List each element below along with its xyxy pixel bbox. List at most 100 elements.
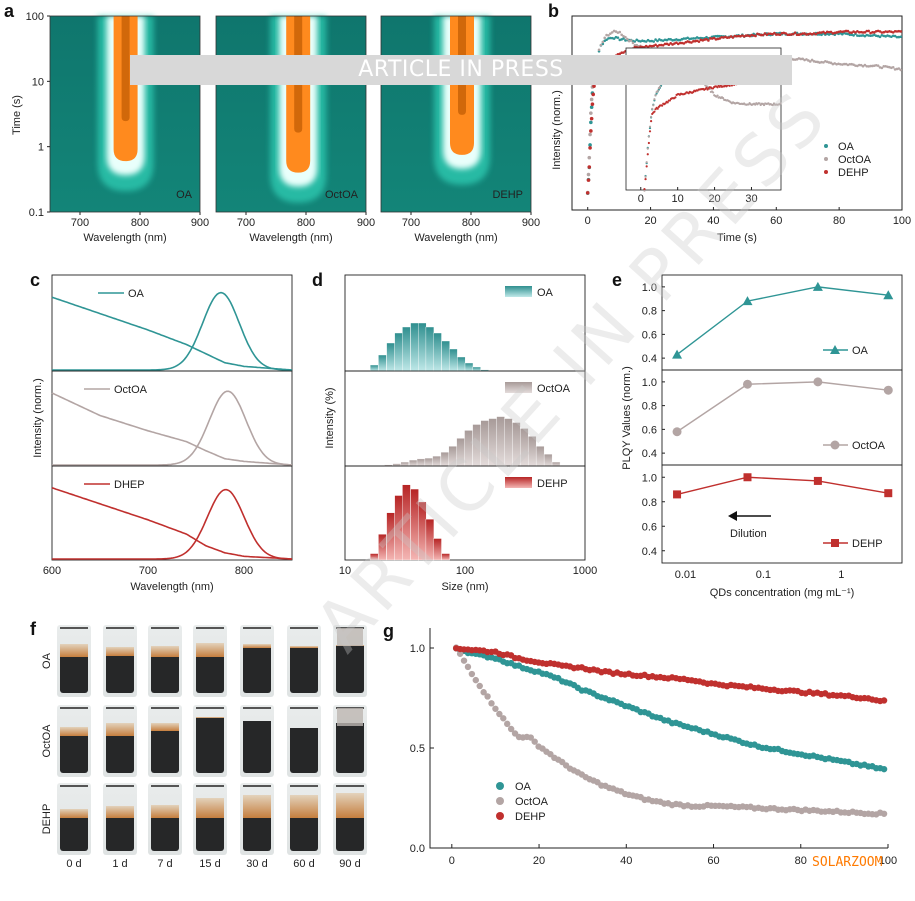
data-point (820, 60, 823, 64)
heatmap-frame (215, 15, 367, 213)
histogram-bar (480, 420, 489, 467)
vial-liquid (336, 646, 364, 693)
inset-data-point (648, 125, 652, 128)
panel-a-ylabel: Time (s) (11, 95, 23, 135)
data-point (784, 32, 788, 35)
vial-rim (290, 627, 318, 629)
panel-g-stability: g 0 20 40 60 80 100 0.0 0.5 1.0 OA OctOA DEHP (383, 621, 897, 867)
inset-data-point (656, 107, 659, 110)
data-point (716, 34, 720, 38)
vial-residue (106, 806, 134, 818)
histogram-bar (369, 364, 379, 372)
data-point (899, 30, 903, 33)
vial-residue (60, 809, 88, 818)
absorption-curve (51, 296, 293, 371)
vial-rim (60, 707, 88, 709)
legend-label: OA (852, 345, 869, 357)
data-point (897, 67, 901, 70)
inset-data-point (666, 101, 669, 104)
heatmap-xlabel: Wavelength (nm) (83, 232, 166, 244)
x-tick-label: 20 (644, 215, 656, 227)
plqy-line (676, 286, 889, 356)
data-point (731, 36, 735, 39)
y-tick-label: 0.6 (642, 521, 657, 533)
data-point (850, 31, 854, 34)
vial-precipitate (337, 708, 363, 726)
legend-marker-dehp (496, 812, 504, 820)
data-point (587, 165, 592, 169)
panel-c-ylabel: Intensity (norm.) (32, 378, 44, 457)
data-point (852, 34, 855, 37)
plqy-marker (813, 377, 823, 387)
data-point (658, 43, 661, 47)
vial-precipitate (337, 628, 363, 646)
histogram-bar (386, 342, 395, 372)
legend-swatch (505, 382, 532, 393)
data-point (897, 29, 901, 33)
data-point (620, 51, 623, 55)
vial-row-label: OA (41, 652, 53, 669)
vial-oa-60d (287, 625, 321, 697)
data-point (714, 34, 718, 38)
vial-liquid (196, 718, 224, 773)
histogram-bar (410, 322, 419, 372)
x-tick-label: 600 (43, 565, 61, 577)
plqy-marker (883, 385, 893, 395)
data-point (707, 39, 710, 42)
y-tick-label: 1.0 (410, 643, 425, 655)
data-point (865, 64, 869, 68)
data-point (765, 33, 769, 37)
vial-rim (196, 785, 224, 787)
histogram-bar (378, 534, 387, 561)
plqy-marker (883, 290, 894, 300)
data-point (854, 31, 857, 34)
histogram-bar (394, 332, 403, 372)
data-point (652, 40, 656, 43)
plqy-octoa: 0.4 0.6 0.8 1.0 OctOA (642, 369, 903, 466)
vial-residue (60, 726, 88, 736)
legend-swatch (505, 286, 532, 297)
data-point (612, 37, 616, 40)
data-point (848, 33, 852, 37)
vial-liquid (60, 817, 88, 851)
data-point (801, 57, 804, 61)
data-point (464, 663, 472, 671)
data-point (712, 36, 716, 40)
series-octoa (452, 644, 888, 818)
histogram-bar (400, 461, 410, 467)
histogram-bar (464, 362, 474, 372)
data-point (589, 129, 593, 133)
plqy-marker (742, 379, 752, 389)
data-point (774, 33, 778, 36)
data-point (697, 36, 701, 40)
vial-residue (290, 645, 318, 649)
vial-octoa-1d (103, 705, 137, 777)
data-point (705, 35, 708, 39)
data-point (589, 105, 594, 110)
emission-curve (52, 291, 293, 371)
dilution-label: Dilution (730, 528, 767, 540)
histogram-bar (441, 340, 450, 372)
inset-data-point (649, 120, 653, 123)
data-point (618, 52, 622, 56)
vial-row-label: DEHP (41, 804, 53, 835)
heatmap-frame (49, 15, 201, 213)
vial-dehp-90d (333, 783, 367, 855)
data-point (863, 31, 867, 34)
vial-residue (243, 644, 271, 649)
x-tick-label: 700 (71, 217, 89, 229)
data-point (767, 32, 771, 35)
panel-b-frame (571, 15, 903, 211)
legend-label: OctOA (114, 384, 148, 396)
data-point (880, 765, 888, 773)
vial-rim (336, 785, 364, 787)
inset-data-point (658, 85, 662, 88)
panel-g-legend: OA OctOA DEHP (496, 781, 549, 823)
histogram-bar (433, 332, 442, 372)
data-point (701, 37, 705, 40)
vial-residue (336, 792, 364, 818)
data-point (871, 31, 874, 34)
vial-residue (290, 794, 318, 818)
vial-column-label: 90 d (339, 858, 360, 870)
data-point (690, 41, 693, 44)
